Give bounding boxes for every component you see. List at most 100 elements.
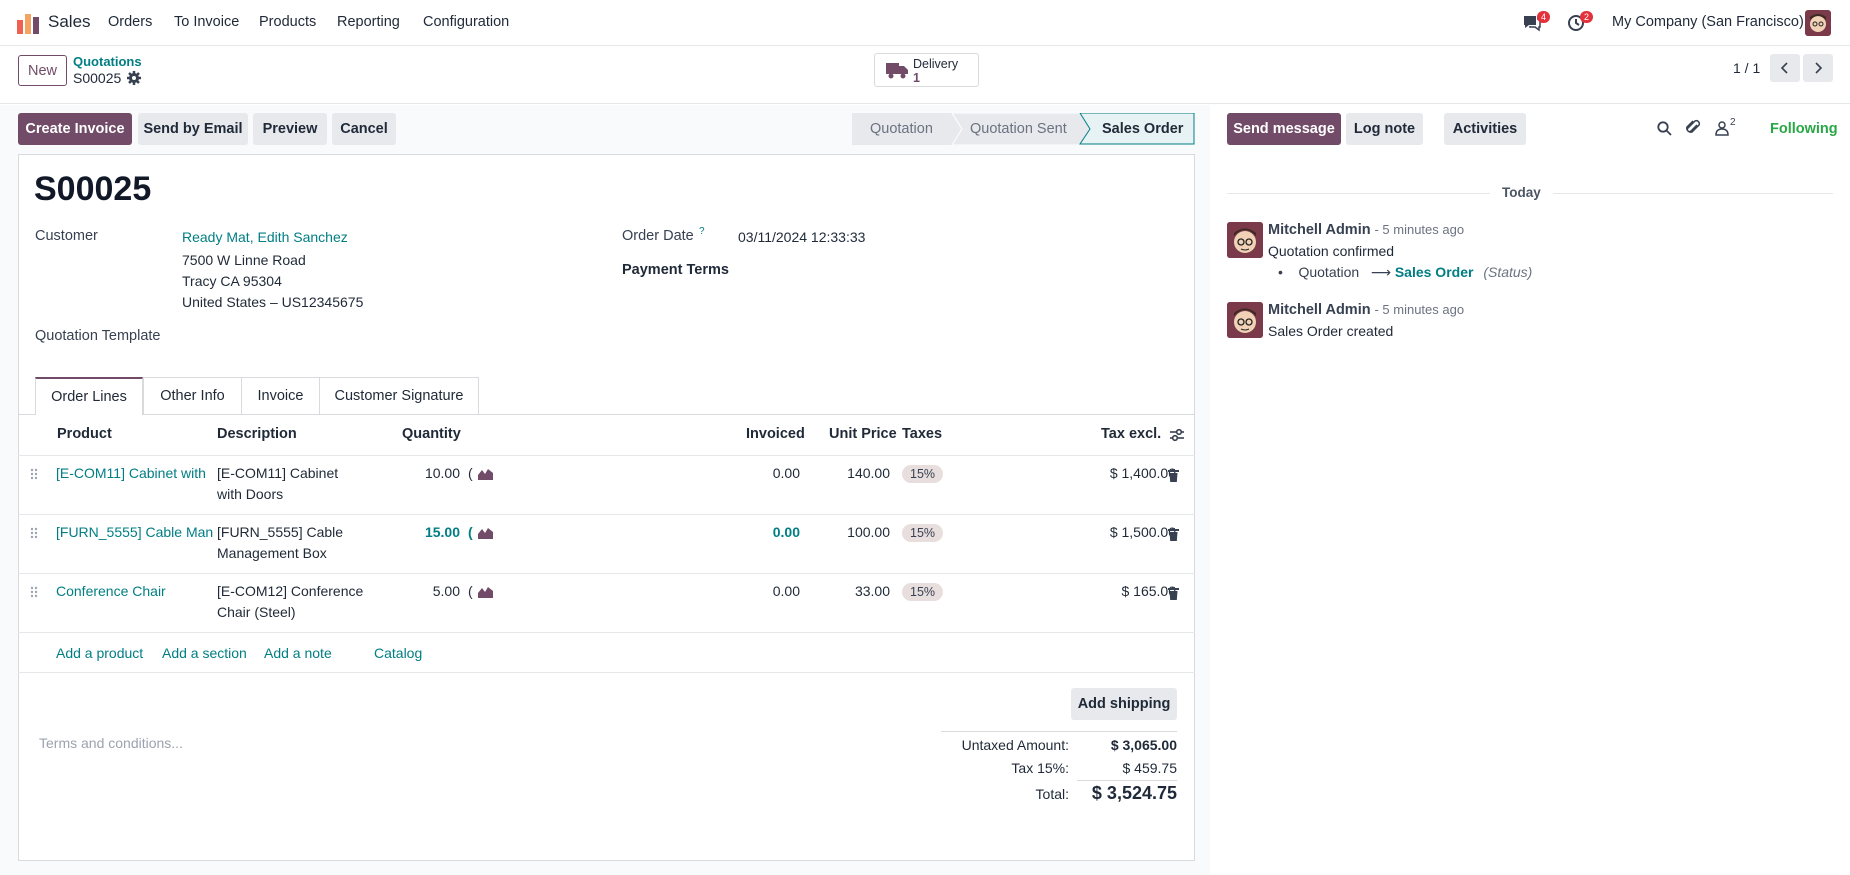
message-author-avatar[interactable] <box>1227 222 1263 258</box>
add-section-link[interactable]: Add a section <box>162 645 247 661</box>
following-button[interactable]: Following <box>1770 121 1838 137</box>
drag-handle-icon[interactable] <box>30 468 38 480</box>
tracking-old-value: Quotation <box>1298 264 1360 280</box>
create-invoice-button[interactable]: Create Invoice <box>18 113 132 145</box>
drag-handle-icon[interactable] <box>30 527 38 539</box>
top-navbar: Sales Orders To Invoice Products Reporti… <box>0 0 1850 46</box>
pager-next-button[interactable] <box>1803 54 1833 82</box>
line-quantity[interactable]: 10.00 <box>424 465 460 481</box>
followers-icon[interactable] <box>1715 121 1729 136</box>
sales-app-icon[interactable] <box>17 12 39 34</box>
tax-badge[interactable]: 15% <box>902 583 944 601</box>
chat-count-badge: 4 <box>1537 11 1551 23</box>
line-description-2[interactable]: with Doors <box>217 486 284 502</box>
line-quantity[interactable]: 5.00 <box>432 583 460 599</box>
preview-button[interactable]: Preview <box>253 113 327 145</box>
table-row[interactable]: Conference Chair [E-COM12] Conference Ch… <box>18 573 1195 632</box>
company-switcher[interactable]: My Company (San Francisco) <box>1612 14 1804 30</box>
tab-customer-signature[interactable]: Customer Signature <box>319 377 479 414</box>
chevron-right-icon <box>1815 62 1823 74</box>
line-product[interactable]: [E-COM11] Cabinet with <box>56 465 206 481</box>
pager-value[interactable]: 1 / 1 <box>1733 60 1761 76</box>
paperclip-icon[interactable] <box>1686 119 1701 136</box>
terms-and-conditions-field[interactable]: Terms and conditions... <box>39 735 183 751</box>
tracking-value-change: • Quotation ⟶ Sales Order (Status) <box>1278 264 1532 281</box>
tax-badge[interactable]: 15% <box>902 524 944 542</box>
menu-products[interactable]: Products <box>259 14 317 30</box>
tab-other-info[interactable]: Other Info <box>143 377 242 414</box>
line-product[interactable]: Conference Chair <box>56 583 166 599</box>
column-unit-price[interactable]: Unit Price <box>829 426 897 442</box>
line-unit-price[interactable]: 100.00 <box>847 524 890 540</box>
cancel-button[interactable]: Cancel <box>332 113 396 145</box>
trash-icon[interactable] <box>1168 469 1179 482</box>
column-quantity[interactable]: Quantity <box>402 426 461 442</box>
table-row[interactable]: [E-COM11] Cabinet with [E-COM11] Cabinet… <box>18 455 1195 514</box>
user-avatar[interactable] <box>1805 10 1831 36</box>
activity-clock-icon[interactable] <box>1567 14 1585 32</box>
statusbar: Quotation Quotation Sent Sales Order <box>852 113 1195 145</box>
trash-icon[interactable] <box>1168 528 1179 541</box>
catalog-link[interactable]: Catalog <box>374 645 423 661</box>
drag-handle-icon[interactable] <box>30 586 38 598</box>
order-date-help-icon[interactable]: ? <box>699 226 705 237</box>
order-date-value[interactable]: 03/11/2024 12:33:33 <box>738 229 866 245</box>
pager-previous-button[interactable] <box>1770 54 1800 82</box>
area-chart-icon[interactable] <box>478 467 493 480</box>
breadcrumb-quotations[interactable]: Quotations <box>73 54 142 69</box>
message-author[interactable]: Mitchell Admin <box>1268 302 1371 318</box>
column-tax-excl[interactable]: Tax excl. <box>1101 426 1162 442</box>
menu-reporting[interactable]: Reporting <box>337 14 400 30</box>
order-date-label: Order Date <box>622 228 694 244</box>
arrow-right-icon: ⟶ <box>1363 264 1391 280</box>
gear-icon[interactable] <box>127 71 141 85</box>
area-chart-icon[interactable] <box>478 585 493 598</box>
table-row[interactable]: [FURN_5555] Cable Man [FURN_5555] Cable … <box>18 514 1195 573</box>
menu-orders[interactable]: Orders <box>108 14 153 30</box>
optional-columns-icon[interactable] <box>1169 427 1185 443</box>
line-quantity[interactable]: 15.00 <box>424 524 460 540</box>
line-description-1[interactable]: [E-COM11] Cabinet <box>217 465 339 481</box>
line-description-2[interactable]: Chair (Steel) <box>217 604 296 620</box>
tax-badge[interactable]: 15% <box>902 465 944 483</box>
stage-quotation-sent[interactable]: Quotation Sent <box>970 121 1067 137</box>
line-description-2[interactable]: Management Box <box>217 545 327 561</box>
trash-icon[interactable] <box>1168 587 1179 600</box>
activities-button[interactable]: Activities <box>1444 113 1526 145</box>
column-taxes[interactable]: Taxes <box>902 426 943 442</box>
line-unit-price[interactable]: 140.00 <box>847 465 890 481</box>
customer-name[interactable]: Ready Mat, Edith Sanchez <box>182 229 348 245</box>
delivery-smart-button[interactable]: Delivery 1 <box>874 53 979 87</box>
line-description-1[interactable]: [E-COM12] Conference <box>217 583 364 599</box>
area-chart-icon[interactable] <box>478 526 493 539</box>
quotation-template-label: Quotation Template <box>35 328 161 344</box>
line-product[interactable]: [FURN_5555] Cable Man <box>56 524 213 540</box>
new-button[interactable]: New <box>18 55 67 86</box>
column-invoiced[interactable]: Invoiced <box>746 426 805 442</box>
menu-to-invoice[interactable]: To Invoice <box>174 14 240 30</box>
tab-order-lines[interactable]: Order Lines <box>35 377 143 415</box>
app-name[interactable]: Sales <box>48 12 91 31</box>
date-separator: Today <box>1490 185 1553 200</box>
add-product-link[interactable]: Add a product <box>56 645 144 661</box>
chevron-left-icon <box>1780 62 1788 74</box>
add-note-link[interactable]: Add a note <box>264 645 332 661</box>
stage-sales-order[interactable]: Sales Order <box>1102 121 1184 137</box>
column-product[interactable]: Product <box>57 426 112 442</box>
message-author[interactable]: Mitchell Admin <box>1268 222 1371 238</box>
send-message-button[interactable]: Send message <box>1227 113 1341 145</box>
column-description[interactable]: Description <box>217 426 297 442</box>
send-by-email-button[interactable]: Send by Email <box>138 113 248 145</box>
add-shipping-button[interactable]: Add shipping <box>1071 688 1177 720</box>
menu-configuration[interactable]: Configuration <box>423 14 510 30</box>
line-unit-price[interactable]: 33.00 <box>854 583 890 599</box>
log-note-button[interactable]: Log note <box>1346 113 1423 145</box>
line-subtotal: $ 165.00 <box>1121 583 1177 599</box>
message-author-avatar[interactable] <box>1227 302 1263 338</box>
message-body: Quotation confirmed <box>1268 243 1395 259</box>
control-panel: New Quotations S00025 Delivery 1 1 / 1 <box>0 46 1850 104</box>
search-icon[interactable] <box>1657 121 1672 136</box>
tab-invoice[interactable]: Invoice <box>241 377 320 414</box>
stage-quotation[interactable]: Quotation <box>870 121 933 137</box>
line-description-1[interactable]: [FURN_5555] Cable <box>217 524 344 540</box>
